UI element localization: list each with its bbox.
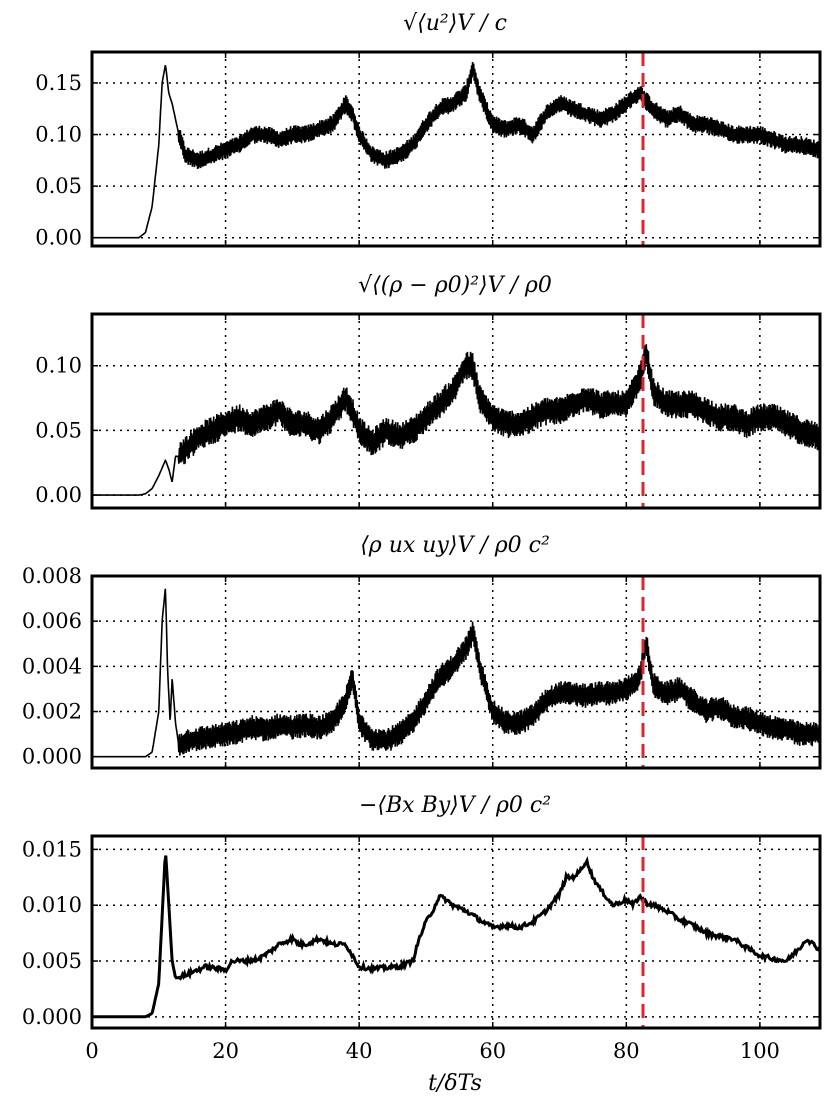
y-tick-label: 0.10 [35,123,82,147]
y-tick-label: 0.005 [22,949,82,973]
series-line [92,588,820,758]
panel-reynolds-stress: 0.000 0.002 0.004 0.006 0.008 [22,564,822,770]
x-tick-label: 0 [85,1039,98,1063]
x-tick-label: 100 [740,1039,780,1063]
y-tick-label: 0.002 [22,700,82,724]
axes-frame [90,312,822,510]
y-tick-label: 0.15 [35,71,82,95]
x-tick-label: 60 [479,1039,506,1063]
y-tick-label: 0.000 [22,745,82,769]
series-line [92,855,820,1019]
y-tick-label: 0.015 [22,837,82,861]
y-tick-label: 0.00 [35,483,82,507]
x-tick-label: 80 [613,1039,640,1063]
series-line [92,61,820,239]
panel-maxwell-stress: 0.000 0.005 0.010 0.015 0 20 40 60 80 100 [22,834,822,1063]
panel-1-title: √⟨u²⟩V / c [403,11,507,36]
y-tick-label: 0.008 [22,564,82,588]
axes-frame [90,50,822,248]
panel-velocity: 0.00 0.05 0.10 0.15 [35,50,822,250]
panel-2-title: √⟨(ρ − ρ0)²⟩V / ρ0 [358,273,552,298]
y-tick-label: 0.05 [35,418,82,442]
panel-density: 0.00 0.05 0.10 [35,312,822,510]
y-tick-label: 0.000 [22,1005,82,1029]
y-tick-label: 0.10 [35,354,82,378]
y-tick-label: 0.05 [35,174,82,198]
y-tick-label: 0.004 [22,654,82,678]
panel-4-title: −⟨Bx By⟩V / ρ0 c² [359,793,551,818]
y-tick-label: 0.00 [35,226,82,250]
series-line [92,344,820,496]
panel-3-title: ⟨ρ ux uy⟩V / ρ0 c² [360,533,550,558]
axes-frame [90,834,822,1030]
x-tick-label: 20 [212,1039,239,1063]
y-tick-label: 0.010 [22,893,82,917]
axes-frame [90,574,822,770]
y-tick-label: 0.006 [22,609,82,633]
x-tick-label: 40 [346,1039,373,1063]
x-axis-label: t/δTs [428,1071,482,1096]
